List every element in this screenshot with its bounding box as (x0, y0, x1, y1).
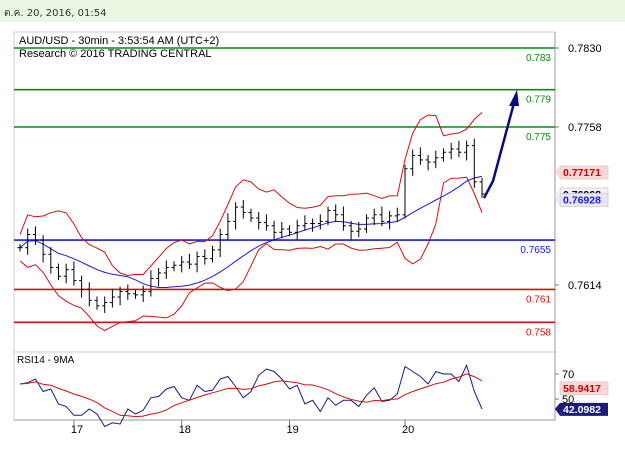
chart-subtitle: Research © 2016 TRADING CENTRAL (19, 48, 212, 60)
rsi-ma-tag-box (559, 381, 609, 396)
rsi-title: RSI14 - 9MA (17, 355, 75, 366)
lower-band (19, 176, 483, 332)
rsi-tag-pointer (555, 402, 560, 416)
x-tick-label: 19 (287, 424, 299, 436)
timestamp-bar: ต.ค. 20, 2016, 01:54 (0, 0, 625, 22)
level-label: 0.779 (526, 95, 551, 106)
price-tick-label: 0.7830 (568, 43, 602, 55)
price-tick-label: 0.7614 (568, 280, 602, 292)
timestamp-text: ต.ค. 20, 2016, 01:54 (4, 8, 107, 19)
level-label: 0.783 (526, 53, 551, 64)
x-tick-label: 20 (402, 424, 414, 436)
x-tick-label: 17 (71, 424, 83, 436)
price-tag-label: 0.77171 (563, 167, 601, 179)
upper-band (19, 112, 483, 277)
level-label: 0.758 (526, 327, 551, 338)
rsi-panel-frame (13, 351, 556, 421)
price-tag-pointer (555, 193, 560, 207)
price-tag-label: 0.76928 (563, 194, 601, 206)
chart-title: AUD/USD - 30min - 3:53:54 AM (UTC+2) (19, 35, 219, 47)
forecast-arrow-line (482, 102, 516, 199)
forecast-arrow-head (509, 90, 519, 106)
rsi-tag-box (560, 402, 608, 416)
rsi-line (19, 363, 483, 428)
level-label: 0.7655 (520, 245, 551, 256)
level-label: 0.775 (526, 132, 551, 143)
rsi-tick-label: 70 (562, 369, 574, 381)
moving-average-line (19, 175, 483, 288)
rsi-ma-tag-label: 58.9417 (563, 383, 601, 395)
rsi-ma-line (19, 373, 483, 418)
x-tick-label: 18 (179, 424, 191, 436)
rsi-tag-label: 42.0982 (563, 404, 601, 416)
price-tick-label: 0.7758 (568, 122, 602, 134)
level-label: 0.761 (526, 294, 551, 305)
price-tag-pointer (555, 165, 560, 179)
